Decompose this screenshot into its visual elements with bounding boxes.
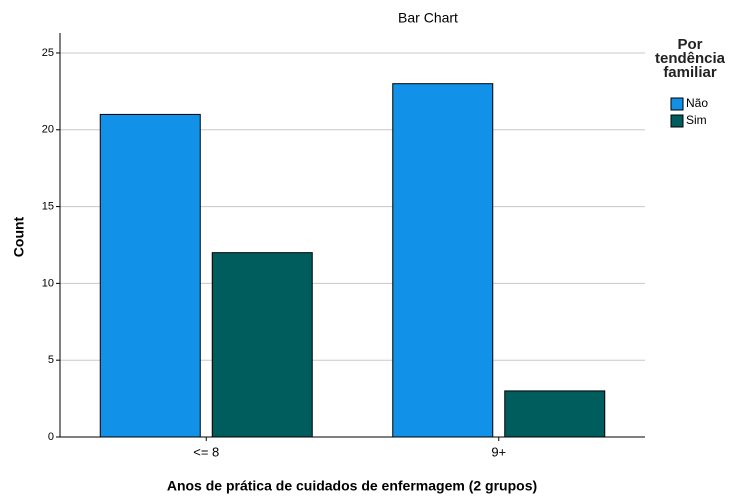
bar [392,83,494,438]
y-tick-label: 0 [48,431,54,443]
x-tick-label: <= 8 [193,444,219,459]
legend-swatch [670,97,684,111]
bar [211,252,313,438]
chart-title: Bar Chart [398,10,458,26]
y-tick-label: 10 [42,277,54,289]
y-axis-label: Count [11,216,27,257]
y-tick-label: 15 [42,200,54,212]
legend-label: Sim [686,113,707,127]
legend-title: Por tendência familiar [654,36,726,81]
legend-label: Não [686,96,708,110]
y-tick-label: 5 [48,354,54,366]
x-tick-label: 9+ [491,444,506,459]
bar [99,113,201,438]
legend-swatch [670,114,684,128]
bar [504,390,606,438]
y-tick-label: 20 [42,124,54,136]
y-tick-label: 25 [42,47,54,59]
x-axis-label: Anos de prática de cuidados de enfermage… [167,478,537,494]
